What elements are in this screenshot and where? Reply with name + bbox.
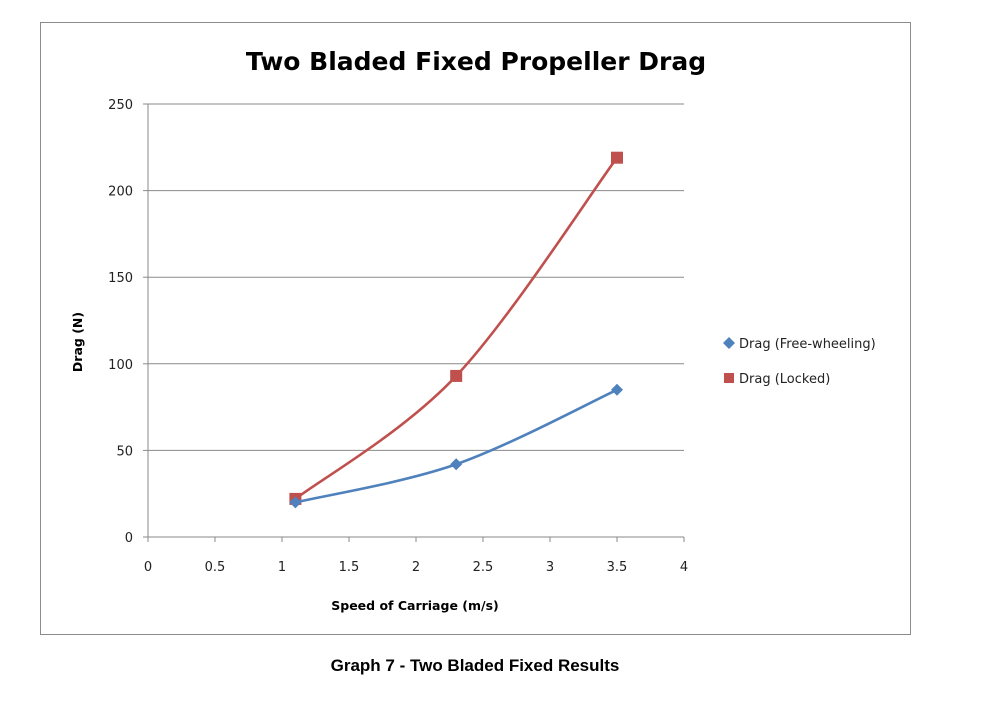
legend-label-drag-locked: Drag (Locked) — [739, 372, 830, 387]
data-point-drag-locked-1 — [450, 369, 463, 382]
y-tick-label: 0 — [125, 531, 133, 546]
x-tick-label: 2 — [412, 560, 420, 575]
x-tick-label: 4 — [680, 560, 688, 575]
chart-title: Two Bladed Fixed Propeller Drag — [246, 47, 706, 76]
data-point-drag-free-wheeling-2 — [611, 383, 623, 396]
x-tick-label: 0.5 — [205, 560, 226, 575]
gridlines — [148, 103, 684, 451]
legend-marker-drag-locked — [724, 373, 734, 383]
y-tick-label: 50 — [116, 444, 133, 459]
y-tick-label: 150 — [108, 271, 133, 286]
legend-label-drag-free-wheeling: Drag (Free-wheeling) — [739, 337, 876, 352]
series-line-drag-free-wheeling — [294, 388, 619, 504]
x-tick-labels: 0 0.5 1 1.5 2 2.5 3 3.5 4 — [144, 560, 688, 575]
x-tick-label: 3 — [546, 560, 554, 575]
data-point-drag-free-wheeling-1 — [450, 458, 463, 471]
y-tick-label: 200 — [108, 185, 133, 200]
axes — [143, 103, 685, 542]
series-layer — [289, 151, 623, 509]
y-axis-label: Drag (N) — [70, 312, 85, 372]
chart-frame: Two Bladed Fixed Propeller Drag 0 50 100 15… — [40, 22, 911, 635]
series-line-drag-locked — [294, 156, 619, 501]
x-tick-label: 1.5 — [339, 560, 360, 575]
x-tick-label: 3.5 — [607, 560, 628, 575]
y-tick-labels: 0 50 100 150 200 250 — [108, 98, 133, 546]
data-point-drag-free-wheeling-0 — [289, 496, 302, 509]
x-tick-label: 0 — [144, 560, 152, 575]
x-tick-label: 2.5 — [473, 560, 494, 575]
y-tick-label: 250 — [108, 98, 133, 113]
legend: Drag (Free-wheeling) Drag (Locked) — [723, 337, 876, 387]
figure-caption: Graph 7 - Two Bladed Fixed Results — [330, 656, 620, 675]
chart-svg: Two Bladed Fixed Propeller Drag 0 50 100 15… — [70, 47, 876, 613]
data-point-drag-locked-2 — [611, 151, 623, 164]
y-tick-label: 100 — [108, 358, 133, 373]
legend-marker-drag-free-wheeling — [723, 337, 735, 349]
x-tick-label: 1 — [278, 560, 286, 575]
x-axis-label: Speed of Carriage (m/s) — [331, 598, 498, 613]
